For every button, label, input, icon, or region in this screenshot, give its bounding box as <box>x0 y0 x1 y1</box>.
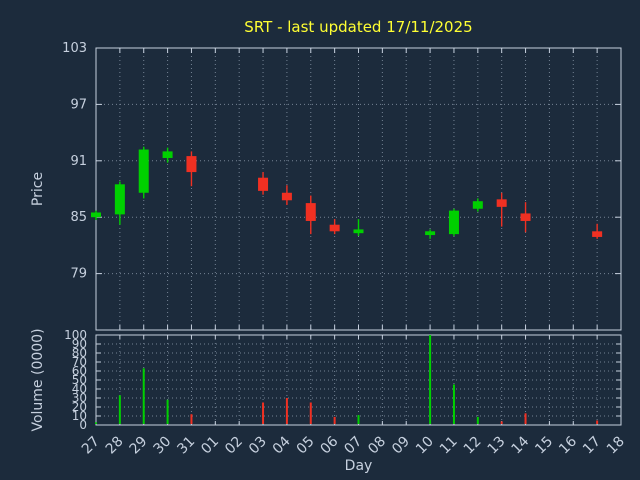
day-tick-label: 03 <box>246 434 270 458</box>
volume-tick-label: 20 <box>72 400 87 414</box>
price-axis-label: Price <box>30 171 46 207</box>
candle-body <box>425 231 436 236</box>
day-tick-label: 28 <box>103 434 127 458</box>
volume-tick-label: 100 <box>64 328 87 342</box>
day-tick-label: 05 <box>294 434 318 458</box>
grid <box>95 47 622 425</box>
tick-marks <box>95 47 622 426</box>
candle-body <box>353 229 364 234</box>
day-tick-label: 14 <box>508 433 532 457</box>
candle-body <box>281 192 292 201</box>
candles <box>91 146 603 239</box>
volume-tick-label: 80 <box>72 346 87 360</box>
candle-body <box>472 201 483 209</box>
day-tick-label: 02 <box>222 434 246 458</box>
day-tick-label: 13 <box>485 434 509 458</box>
price-tick-label: 85 <box>70 210 87 225</box>
day-tick-label: 09 <box>389 434 413 458</box>
candle-body <box>592 231 603 237</box>
day-tick-label: 12 <box>461 434 485 458</box>
day-tick-label: 29 <box>127 434 151 458</box>
volume-tick-label: 40 <box>72 382 87 396</box>
day-tick-label: 08 <box>365 434 389 458</box>
day-tick-label: 01 <box>198 434 222 458</box>
volume-tick-label: 60 <box>72 364 87 378</box>
day-tick-label: 17 <box>580 434 604 458</box>
candle-body <box>162 151 173 158</box>
candle-body <box>258 177 269 191</box>
day-tick-label: 07 <box>341 434 365 458</box>
day-tick-label: 11 <box>437 434 461 458</box>
day-tick-label: 04 <box>270 433 294 457</box>
chart-title: SRT - last updated 17/11/2025 <box>244 18 473 36</box>
candle-body <box>520 213 531 221</box>
candle-body <box>448 210 459 235</box>
price-tick-label: 103 <box>62 41 87 56</box>
day-tick-label: 27 <box>79 434 103 458</box>
day-tick-label: 15 <box>532 434 556 458</box>
price-tick-label: 97 <box>70 97 87 112</box>
price-tick-label: 91 <box>70 154 87 169</box>
candle-body <box>186 156 197 173</box>
volume-tick-label: 90 <box>72 337 87 351</box>
volume-tick-label: 0 <box>79 418 87 432</box>
volume-tick-label: 30 <box>72 391 87 405</box>
day-tick-label: 10 <box>413 434 437 458</box>
day-tick-label: 30 <box>150 434 174 458</box>
day-tick-label: 16 <box>556 433 580 457</box>
day-tick-label: 06 <box>318 433 342 457</box>
candle-body <box>91 212 101 218</box>
volume-tick-label: 70 <box>72 355 87 369</box>
day-axis-label: Day <box>344 458 373 474</box>
volume-tick-label: 10 <box>72 409 87 423</box>
candle-body <box>114 184 125 215</box>
price-tick-label: 79 <box>70 267 87 282</box>
candle-body <box>496 199 507 207</box>
volume-tick-label: 50 <box>72 373 87 387</box>
day-tick-label: 18 <box>604 434 628 458</box>
candle-body <box>138 149 149 193</box>
candle-body <box>305 203 316 221</box>
day-tick-label: 31 <box>174 434 198 458</box>
volume-axis-label: Volume (0000) <box>30 328 46 432</box>
volume-bars <box>95 335 599 424</box>
candle-body <box>329 224 340 232</box>
